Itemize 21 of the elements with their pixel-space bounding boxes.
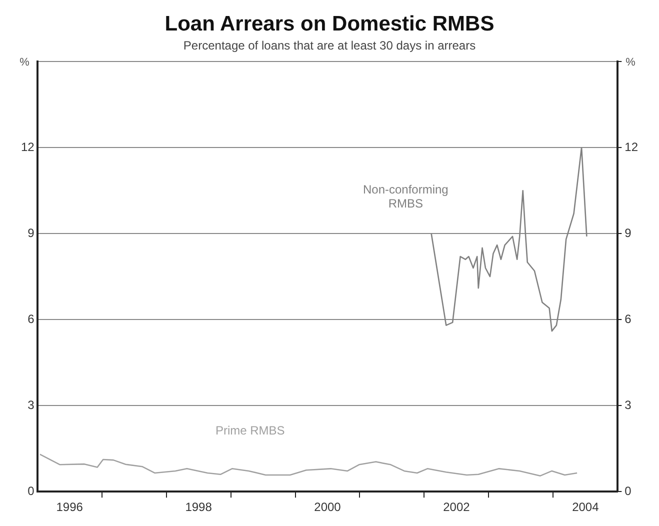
chart-title: Loan Arrears on Domestic RMBS <box>164 12 494 36</box>
x-tick-label: 2002 <box>443 500 470 514</box>
x-tick-label: 2000 <box>314 500 342 514</box>
y-tick-label: 0 <box>28 484 35 498</box>
y2-axis-title: % <box>626 56 636 69</box>
x-tick-label: 1998 <box>185 500 212 514</box>
y-axis-title: % <box>20 56 30 69</box>
y2-tick-label: 0 <box>624 484 632 498</box>
y2-tick-label: 6 <box>624 312 632 326</box>
chart-subtitle: Percentage of loans that are at least 30 days in arrears <box>183 38 476 53</box>
x-tick-label: 2004 <box>572 500 600 514</box>
y-tick-label: 3 <box>28 398 35 412</box>
text: Non-conforming RMBS <box>362 182 448 210</box>
y-tick-label: 6 <box>28 312 35 326</box>
y2-tick-label: 12 <box>624 140 638 154</box>
text: Prime RMBS <box>215 423 285 438</box>
y2-tick-label: 3 <box>624 398 632 412</box>
y2-tick-label: 9 <box>624 226 632 240</box>
x-tick-label: 1996 <box>56 500 84 514</box>
y-tick-label: 9 <box>28 226 35 240</box>
y-tick-label: 12 <box>20 140 35 154</box>
